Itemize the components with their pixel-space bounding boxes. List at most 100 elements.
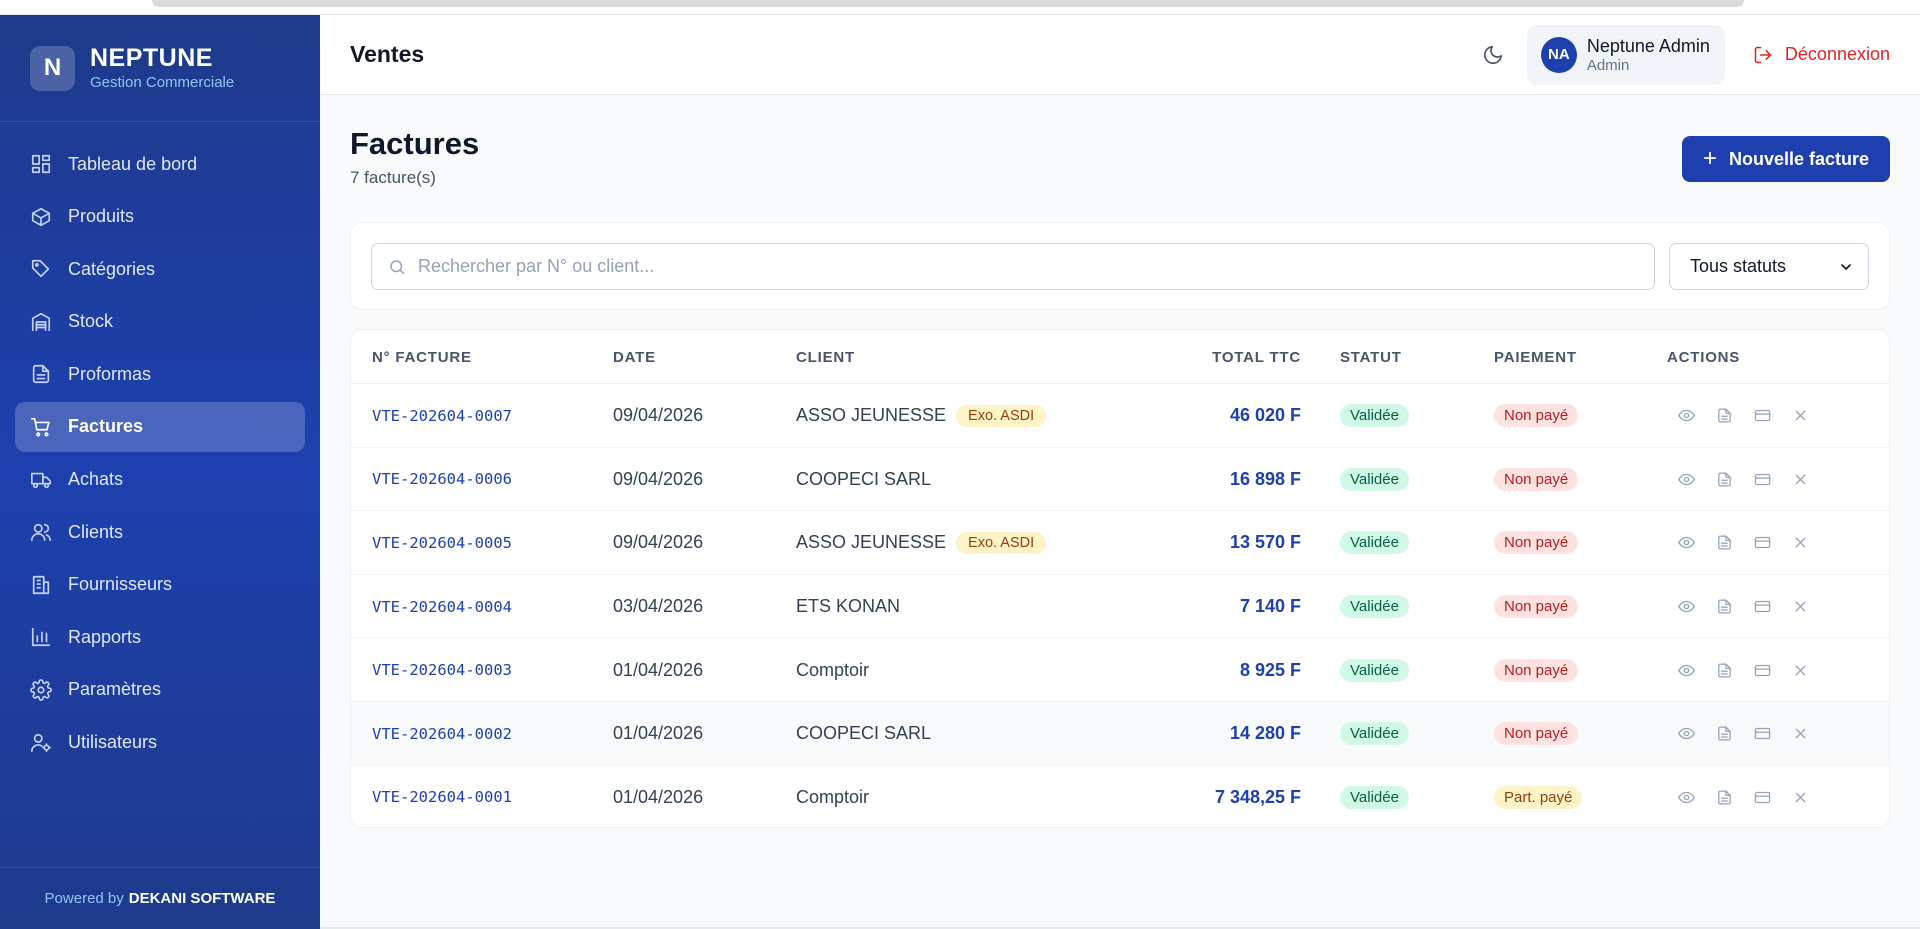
pdf-button[interactable]: [1705, 588, 1743, 626]
status-badge: Validée: [1340, 785, 1409, 809]
view-button[interactable]: [1667, 397, 1705, 435]
table-row[interactable]: VTE-202604-0004 03/04/2026 ETS KONAN 7 140 …: [351, 575, 1889, 639]
invoice-number-link[interactable]: VTE-202604-0002: [372, 724, 512, 743]
status-badge: Validée: [1340, 722, 1409, 746]
table-row[interactable]: VTE-202604-0002 01/04/2026 COOPECI SARL 14 …: [351, 701, 1889, 766]
invoice-number-link[interactable]: VTE-202604-0004: [372, 597, 512, 616]
invoice-client: COOPECI SARL: [796, 702, 931, 766]
payment-button[interactable]: [1743, 651, 1781, 689]
cancel-button[interactable]: [1781, 778, 1819, 816]
payment-button[interactable]: [1743, 588, 1781, 626]
col-numero[interactable]: N° FACTURE: [372, 349, 472, 366]
table-row[interactable]: VTE-202604-0005 09/04/2026 ASSO JEUNESSE Ex…: [351, 511, 1889, 575]
pdf-button[interactable]: [1705, 715, 1743, 753]
payment-badge: Part. payé: [1494, 785, 1583, 809]
invoice-total: 16 898 F: [1229, 468, 1301, 489]
footer-brand[interactable]: DEKANI SOFTWARE: [128, 890, 276, 907]
sidebar-item-categories[interactable]: Catégories: [15, 244, 305, 294]
pdf-icon: [1717, 472, 1731, 487]
payment-badge: Non payé: [1494, 467, 1579, 491]
invoice-number-link[interactable]: VTE-202604-0005: [372, 533, 512, 552]
col-total[interactable]: TOTAL TTC: [1212, 349, 1301, 366]
invoice-number-link[interactable]: VTE-202604-0003: [372, 661, 512, 680]
payment-cell: Part. payé: [1494, 766, 1583, 827]
pdf-button[interactable]: [1705, 778, 1743, 816]
payment-button[interactable]: [1743, 397, 1781, 435]
search-input[interactable]: [418, 256, 1618, 277]
pdf-button[interactable]: [1705, 651, 1743, 689]
pdf-button[interactable]: [1705, 460, 1743, 498]
users-icon: [30, 521, 52, 543]
warehouse-icon: [30, 311, 52, 333]
cancel-button[interactable]: [1781, 715, 1819, 753]
invoice-client: ETS KONAN: [796, 575, 900, 639]
col-actions: ACTIONS: [1667, 349, 1741, 366]
user-role: Admin: [1586, 56, 1630, 74]
exoneration-badge: Exo. ASDI: [956, 531, 1047, 554]
col-client[interactable]: CLIENT: [796, 349, 855, 366]
cancel-button[interactable]: [1781, 651, 1819, 689]
credit-card-icon: [1754, 410, 1770, 422]
invoice-number-link[interactable]: VTE-202604-0001: [372, 788, 512, 807]
table-row[interactable]: VTE-202604-0003 01/04/2026 Comptoir 8 925 F…: [351, 638, 1889, 702]
sidebar-item-stock[interactable]: Stock: [15, 297, 305, 347]
status-badge: Validée: [1340, 595, 1409, 619]
sidebar-item-produits[interactable]: Produits: [15, 192, 305, 242]
status-cell: Validée: [1340, 575, 1409, 639]
invoice-client: ASSO JEUNESSE Exo. ASDI: [796, 511, 1047, 575]
payment-button[interactable]: [1743, 778, 1781, 816]
sidebar-item-factures[interactable]: Factures: [15, 401, 305, 452]
payment-badge: Non payé: [1494, 658, 1579, 682]
sidebar-item-tableau-de-bord[interactable]: Tableau de bord: [15, 139, 305, 189]
row-actions: [1667, 511, 1819, 575]
view-icon: [1677, 728, 1695, 740]
view-button[interactable]: [1667, 715, 1705, 753]
footer-prefix: Powered by: [44, 890, 124, 907]
sidebar-item-parametres[interactable]: Paramètres: [15, 665, 305, 715]
sidebar-item-rapports[interactable]: Rapports: [15, 612, 305, 662]
cancel-button[interactable]: [1781, 397, 1819, 435]
payment-button[interactable]: [1743, 715, 1781, 753]
new-invoice-button[interactable]: + Nouvelle facture: [1682, 136, 1890, 182]
view-button[interactable]: [1667, 460, 1705, 498]
invoice-client: Comptoir: [796, 638, 869, 702]
sidebar-item-fournisseurs[interactable]: Fournisseurs: [15, 560, 305, 610]
user-menu[interactable]: NA Neptune Admin Admin: [1526, 24, 1725, 85]
cancel-button[interactable]: [1781, 460, 1819, 498]
table-row[interactable]: VTE-202604-0001 01/04/2026 Comptoir 7 348,2…: [351, 766, 1889, 827]
search-box[interactable]: [371, 243, 1655, 290]
view-button[interactable]: [1667, 588, 1705, 626]
view-button[interactable]: [1667, 778, 1705, 816]
invoice-number-link[interactable]: VTE-202604-0006: [372, 470, 512, 489]
col-date[interactable]: DATE: [613, 349, 656, 366]
chevron-down-icon: [1838, 259, 1854, 275]
sidebar-item-clients[interactable]: Clients: [15, 507, 305, 557]
brand[interactable]: N NEPTUNE Gestion Commerciale: [0, 15, 320, 122]
sidebar-item-proformas[interactable]: Proformas: [15, 349, 305, 399]
view-icon: [1677, 600, 1695, 613]
pdf-icon: [1717, 408, 1731, 423]
table-row[interactable]: VTE-202604-0007 09/04/2026 ASSO JEUNESSE Ex…: [351, 384, 1889, 448]
payment-badge: Non payé: [1494, 595, 1579, 619]
pdf-button[interactable]: [1705, 524, 1743, 562]
col-statut[interactable]: STATUT: [1340, 349, 1402, 366]
view-button[interactable]: [1667, 651, 1705, 689]
payment-button[interactable]: [1743, 460, 1781, 498]
cancel-button[interactable]: [1781, 524, 1819, 562]
payment-button[interactable]: [1743, 524, 1781, 562]
status-filter-select[interactable]: Tous statuts: [1669, 243, 1869, 290]
invoice-number-link[interactable]: VTE-202604-0007: [372, 406, 512, 425]
cancel-button[interactable]: [1781, 588, 1819, 626]
sidebar-item-achats[interactable]: Achats: [15, 455, 305, 505]
row-actions: [1667, 575, 1819, 639]
table-row[interactable]: VTE-202604-0006 09/04/2026 COOPECI SARL 16 …: [351, 448, 1889, 512]
pdf-button[interactable]: [1705, 397, 1743, 435]
col-paiement[interactable]: PAIEMENT: [1494, 349, 1577, 366]
theme-toggle-button[interactable]: [1473, 35, 1513, 75]
cart-icon: [30, 416, 52, 438]
logout-button[interactable]: Déconnexion: [1753, 44, 1890, 65]
client-name: Comptoir: [796, 786, 870, 807]
pdf-icon: [1717, 599, 1731, 614]
sidebar-item-utilisateurs[interactable]: Utilisateurs: [15, 718, 305, 768]
view-button[interactable]: [1667, 524, 1705, 562]
